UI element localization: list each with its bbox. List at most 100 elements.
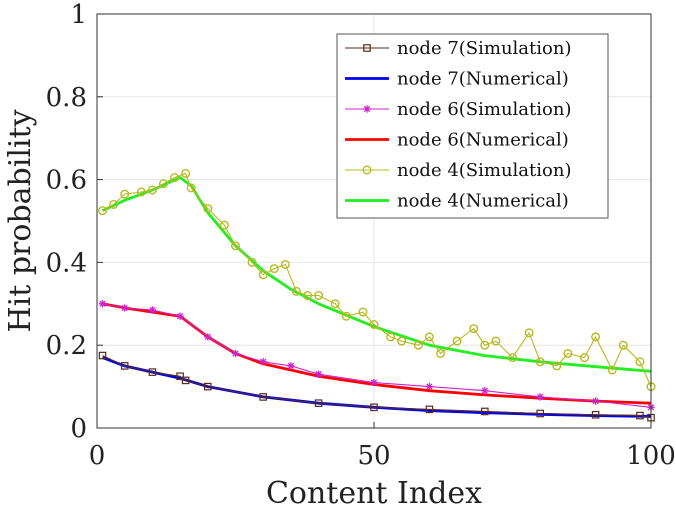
data-point <box>121 304 129 312</box>
data-point <box>413 340 423 350</box>
data-point <box>259 358 267 366</box>
data-point <box>181 168 191 178</box>
series-4 <box>98 168 656 392</box>
data-point <box>636 411 644 420</box>
data-point <box>148 368 157 376</box>
data-point <box>314 370 323 378</box>
data-point <box>136 187 146 197</box>
data-point <box>591 410 600 419</box>
data-point <box>435 348 445 358</box>
data-point <box>491 336 501 346</box>
data-point <box>591 397 600 405</box>
axis-ticks: 0 0.2 0.4 0.6 0.8 1 0 50 100 <box>46 0 676 471</box>
data-point <box>219 220 229 230</box>
data-point <box>552 361 562 371</box>
series-line-0 <box>102 355 652 419</box>
data-point <box>314 291 324 301</box>
data-point <box>98 206 108 216</box>
y-tick-label: 0.6 <box>46 166 87 196</box>
data-point <box>176 312 184 320</box>
legend-item: node 4(Numerical) <box>345 191 569 212</box>
data-point <box>536 409 545 418</box>
x-tick-label: 0 <box>89 441 106 471</box>
legend-marker <box>363 105 371 113</box>
series-3 <box>102 302 652 405</box>
series-line-4 <box>102 172 652 387</box>
data-point <box>181 376 190 385</box>
data-point <box>147 185 157 195</box>
data-point <box>635 357 645 367</box>
data-point <box>469 324 479 334</box>
data-point <box>98 351 107 360</box>
legend-label: node 6(Simulation) <box>397 99 571 120</box>
legend: node 7(Simulation) node 7(Numerical) node … <box>336 33 609 219</box>
series-group <box>98 168 656 422</box>
data-point <box>291 286 301 296</box>
y-tick-label: 0.2 <box>46 331 87 361</box>
data-point <box>204 333 212 341</box>
data-point <box>481 387 489 395</box>
data-point <box>370 403 378 412</box>
data-point <box>508 353 518 363</box>
data-point <box>204 382 212 391</box>
data-point <box>259 393 268 401</box>
data-point <box>524 328 534 338</box>
data-point <box>98 300 107 308</box>
x-axis-title: Content Index <box>266 476 482 511</box>
data-point <box>269 264 279 274</box>
data-point <box>120 362 129 370</box>
data-point <box>397 336 407 346</box>
y-tick-label: 0.8 <box>46 83 87 113</box>
legend-item: node 7(Numerical) <box>345 69 569 90</box>
data-point <box>120 189 130 199</box>
y-tick-label: 0.4 <box>46 248 87 278</box>
data-point <box>176 372 184 381</box>
data-point <box>424 332 434 342</box>
data-point <box>386 332 396 342</box>
data-point <box>186 183 196 193</box>
legend-label: node 4(Simulation) <box>397 160 571 181</box>
data-point <box>618 340 628 350</box>
legend-item: node 6(Simulation) <box>345 99 571 120</box>
legend-item: node 4(Simulation) <box>345 160 571 181</box>
data-point <box>303 291 313 301</box>
y-tick-label: 0 <box>70 414 87 444</box>
data-point <box>425 405 434 414</box>
data-point <box>203 204 213 214</box>
data-point <box>358 307 368 317</box>
legend-item: node 7(Simulation) <box>345 38 571 59</box>
series-5 <box>101 176 652 373</box>
data-point <box>536 393 544 401</box>
legend-label: node 7(Numerical) <box>397 69 569 90</box>
data-point <box>287 362 295 370</box>
data-point <box>580 353 590 363</box>
data-point <box>148 306 157 314</box>
data-point <box>425 382 434 391</box>
data-point <box>158 179 168 189</box>
data-point <box>607 365 617 375</box>
data-point <box>330 299 340 309</box>
data-point <box>247 257 257 267</box>
data-point <box>230 241 240 251</box>
data-point <box>109 199 119 209</box>
data-point <box>480 340 490 350</box>
x-tick-label: 100 <box>626 441 676 471</box>
data-point <box>370 378 378 387</box>
data-point <box>280 259 290 269</box>
data-point <box>314 399 323 407</box>
legend-item: node 6(Numerical) <box>345 130 569 151</box>
y-tick-label: 1 <box>70 0 87 30</box>
data-point <box>231 349 240 358</box>
data-point <box>369 320 379 330</box>
data-point <box>170 173 180 183</box>
data-point <box>563 348 573 358</box>
data-point <box>258 270 268 280</box>
legend-marker <box>362 165 372 175</box>
series-line-5 <box>101 176 652 373</box>
series-0 <box>98 351 655 422</box>
data-point <box>591 332 601 342</box>
y-axis-title: Hit probability <box>3 109 38 332</box>
data-point <box>535 357 545 367</box>
data-point <box>481 407 489 416</box>
legend-marker <box>363 44 371 52</box>
